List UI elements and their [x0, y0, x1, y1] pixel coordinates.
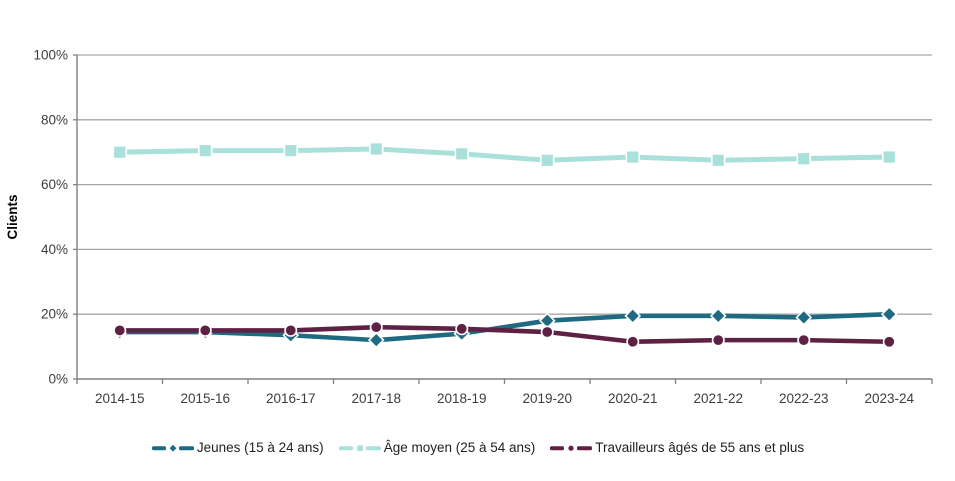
series-line-0 — [117, 311, 892, 343]
data-point — [112, 145, 127, 160]
data-point — [540, 325, 554, 339]
y-tick-label: 20% — [41, 307, 68, 322]
legend-marker-icon — [356, 445, 363, 451]
legend-key-icon — [338, 445, 381, 451]
data-point — [625, 149, 640, 165]
chart-legend: Jeunes (15 à 24 ans) Âge moyen (25 à 54 a… — [0, 440, 955, 456]
y-gridlines — [77, 54, 932, 315]
series-line-2 — [117, 324, 892, 345]
data-point — [709, 307, 727, 325]
x-tick-labels: 2014-15 2015-16 2016-17 2017-18 2018-19 2019-… — [95, 391, 915, 406]
legend-label: Jeunes (15 à 24 ans) — [196, 440, 324, 455]
data-point — [796, 151, 811, 166]
data-point — [198, 323, 212, 337]
data-point — [882, 335, 896, 349]
series-2 — [113, 320, 896, 349]
legend-label: Âge moyen (25 à 54 ans) — [383, 440, 536, 455]
data-point — [626, 335, 640, 349]
legend-marker-icon — [169, 444, 177, 452]
data-point — [880, 305, 898, 323]
legend-marker-icon — [568, 445, 574, 451]
series-line-1 — [117, 146, 892, 163]
legend-key-icon — [151, 444, 194, 452]
x-tick-label: 2021-22 — [693, 391, 743, 406]
x-tick-label: 2019-20 — [522, 391, 572, 406]
x-tick-label: 2017-18 — [351, 391, 401, 406]
data-point — [283, 143, 298, 158]
data-point — [369, 320, 383, 334]
y-tick-label: 100% — [33, 48, 68, 63]
legend-item-1: Âge moyen (25 à 54 ans) — [338, 440, 536, 456]
x-tick-label: 2014-15 — [95, 391, 145, 406]
y-tick-label: 40% — [41, 242, 68, 257]
data-point — [113, 323, 127, 337]
data-point — [454, 146, 469, 162]
data-point — [624, 307, 642, 325]
line-chart: 0%20%40%60%80%100%2014-15 2015-16 2016-17 2… — [5, 48, 933, 406]
data-point — [797, 333, 811, 347]
series-1 — [112, 141, 897, 168]
legend-label: Travailleurs âgés de 55 ans et plus — [595, 440, 805, 455]
data-point — [540, 153, 555, 168]
data-point — [711, 153, 726, 168]
axis-ticks — [73, 54, 933, 384]
data-point — [198, 143, 213, 158]
data-point — [711, 333, 725, 347]
x-tick-label: 2023-24 — [864, 391, 914, 406]
data-point — [367, 331, 385, 349]
legend-item-2: Travailleurs âgés de 55 ans et plus — [549, 440, 804, 456]
legend-key-icon — [550, 445, 593, 451]
x-tick-label: 2018-19 — [437, 391, 487, 406]
x-tick-label: 2022-23 — [779, 391, 829, 406]
y-tick-label: 60% — [41, 177, 68, 192]
legend-item-0: Jeunes (15 à 24 ans) — [151, 440, 324, 456]
x-tick-label: 2016-17 — [266, 391, 316, 406]
data-point — [795, 309, 813, 326]
y-axis-title: Clients — [5, 194, 20, 239]
data-point — [882, 149, 897, 165]
y-tick-label: 80% — [41, 112, 68, 127]
data-point — [455, 322, 469, 336]
data-point — [369, 141, 384, 157]
x-tick-label: 2020-21 — [608, 391, 658, 406]
y-tick-labels: 0% 20% 40% 60% 80% 100% — [33, 48, 68, 387]
data-point — [284, 323, 298, 337]
x-tick-label: 2015-16 — [180, 391, 230, 406]
y-tick-label: 0% — [48, 372, 68, 387]
